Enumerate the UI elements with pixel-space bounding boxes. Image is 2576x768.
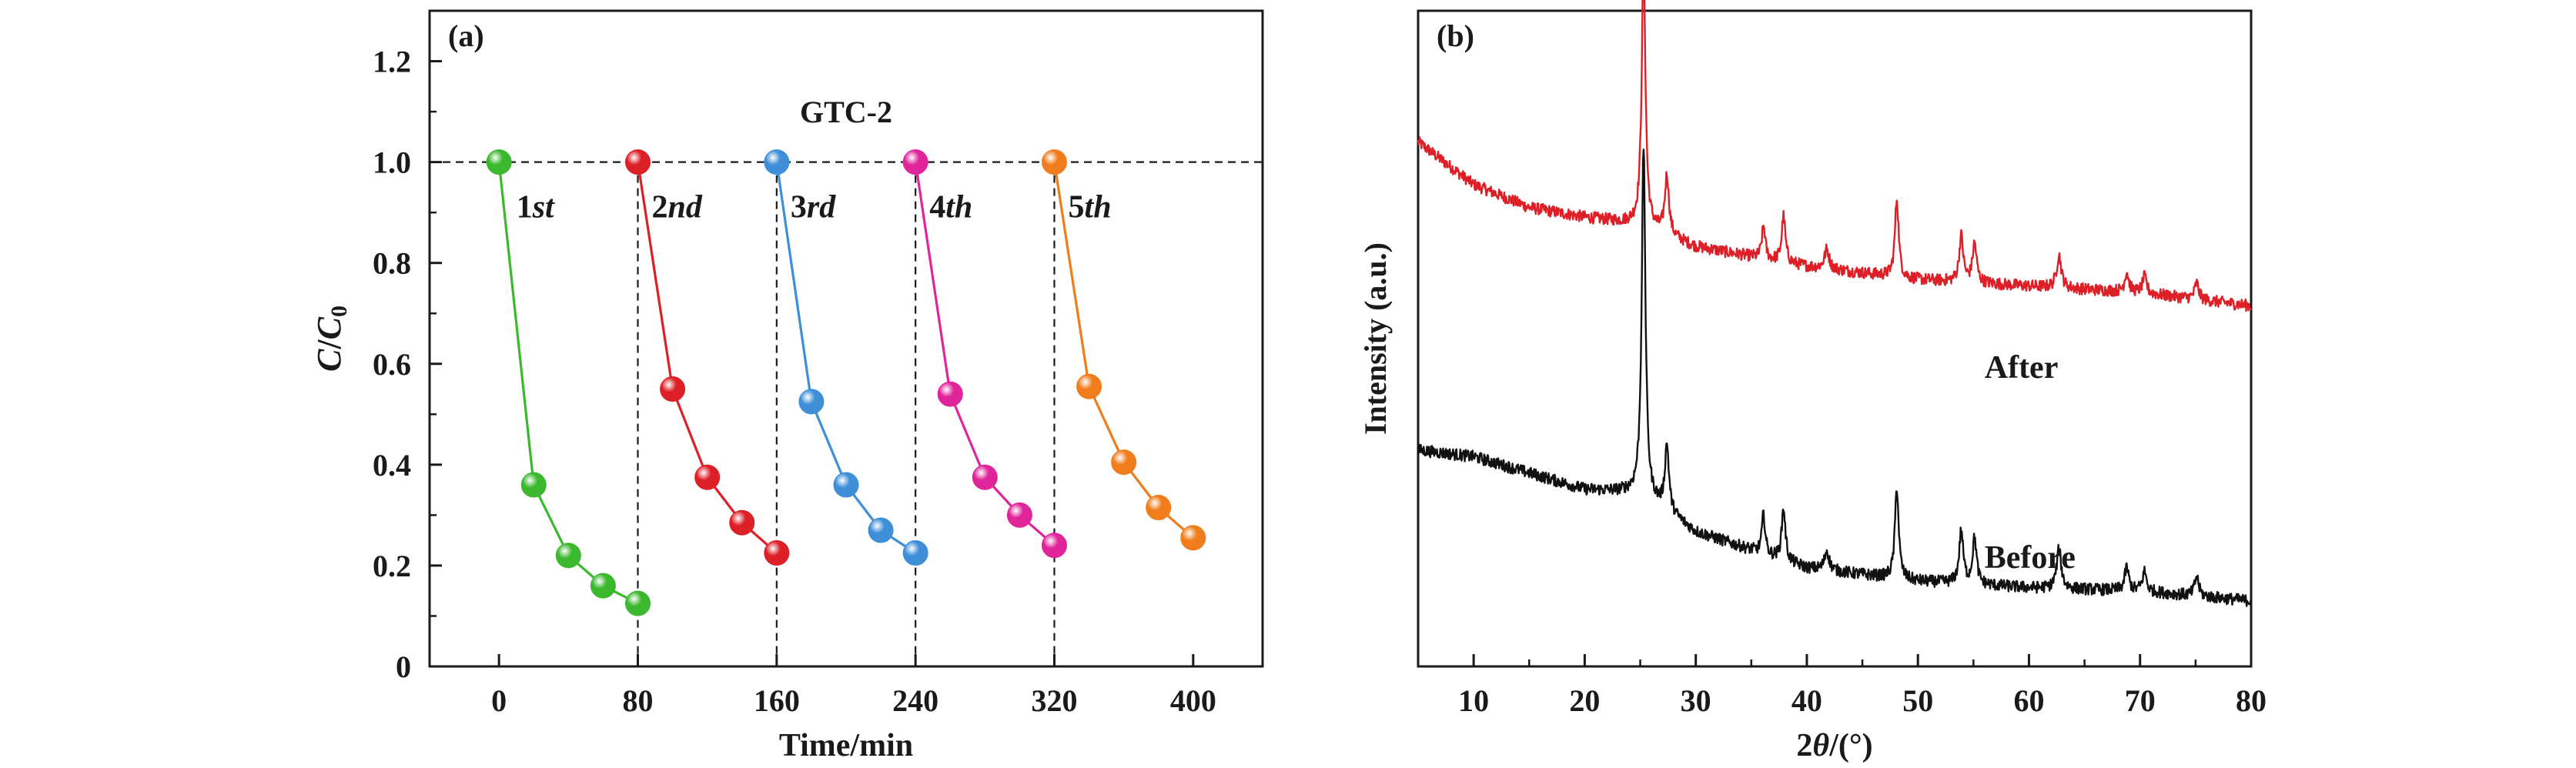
panel-b-x-axis-label: 2θ/(°) [1796,728,1872,763]
y-label-sep: / [310,339,348,350]
x-tick-label: 240 [892,683,938,718]
x-label-unit: /(°) [1828,728,1872,763]
x-tick-label: 70 [2125,683,2156,718]
x-tick-label: 10 [1458,683,1489,718]
panel-b-axes: 10 20 30 40 50 60 70 80 [1417,654,2267,718]
data-point [520,472,547,498]
data-point [660,376,686,402]
x-tick-label: 320 [1032,683,1078,718]
data-point [937,381,963,407]
y-label-c0: C [310,316,348,339]
panel-a-x-axis-label: Time/min [779,728,913,763]
panel-b-series: After Before [1417,0,2253,607]
data-point [764,540,790,566]
data-point [1146,495,1172,521]
y-tick-label: 0.2 [373,549,411,583]
x-tick-label: 160 [754,683,800,718]
data-point [590,573,616,599]
data-point [1042,149,1067,175]
y-label-subscript: 0 [326,306,352,317]
panel-a-y-axis-label: C/C0 [310,306,352,372]
data-point [625,149,651,175]
data-point [486,149,512,175]
data-point [868,517,894,543]
cycle-label-number: 5 [1069,190,1085,225]
cycle-5-label: 5th [1069,190,1112,225]
data-point [798,389,825,415]
data-point [1180,525,1206,551]
before-label: Before [1985,540,2076,576]
cycle-label-number: 3 [791,190,807,225]
y-tick-label: 0.6 [373,347,411,382]
cycle-label-suffix: th [1085,190,1112,225]
panel-a-series: 1st 2nd 3rd 4th 5th [486,149,1206,616]
y-tick-label: 0 [396,649,411,684]
after-pattern-line [1417,0,2252,312]
y-label-c: C [310,349,348,372]
cycle-label-number: 2 [652,190,668,225]
panel-a-guides [430,161,1263,666]
data-point [1111,449,1137,476]
x-tick-label: 40 [1791,683,1822,718]
data-point [972,464,998,490]
cycle-label-suffix: nd [668,190,703,225]
x-tick-label: 400 [1170,683,1216,718]
cycle-4-label: 4th [929,190,972,225]
x-tick-label: 20 [1569,683,1600,718]
cycle-1-line [497,162,639,605]
data-point [555,543,581,569]
x-tick-label: 0 [491,683,507,718]
cycle-label-number: 1 [517,190,533,225]
x-tick-label: 80 [2236,683,2267,718]
data-point [902,540,928,566]
data-point [902,149,928,175]
cycle-2-label: 2nd [652,190,703,225]
before-pattern-line [1417,149,2253,607]
data-point [1006,502,1032,528]
data-point [833,472,859,498]
data-point [729,509,755,536]
cycle-label-suffix: st [532,190,555,225]
panel-a-plot-frame [428,9,1264,668]
panel-b-label: (b) [1437,18,1474,53]
y-tick-label: 0.4 [373,448,411,483]
x-tick-label: 50 [1902,683,1933,718]
cycle-1-label: 1st [517,190,555,225]
x-label-two: 2 [1796,728,1812,763]
panel-b-y-axis-label: Intensity (a.u.) [1358,242,1393,435]
y-tick-label: 1.0 [373,145,411,180]
panel-a-label: (a) [448,18,484,53]
cycle-label-suffix: rd [807,190,836,225]
cycle-label-suffix: th [945,190,972,225]
x-tick-label: 80 [623,683,654,718]
panel-a-title: GTC-2 [800,95,892,129]
cycle-label-number: 4 [929,190,945,225]
panel-b-plot-frame [1417,9,2253,668]
cycle-3-label: 3rd [791,190,836,225]
data-point [764,149,790,175]
data-point [625,590,651,616]
data-point [1076,373,1102,399]
panel-a-axes: 0 80 160 240 320 400 0 0.2 0.4 0.6 0.8 1.0 1.2 [373,45,1216,718]
y-tick-label: 0.8 [373,246,411,281]
y-tick-label: 1.2 [373,45,411,79]
x-tick-label: 30 [1681,683,1711,718]
after-label: After [1985,350,2059,386]
x-label-theta: θ [1812,728,1829,763]
data-point [694,464,721,490]
data-point [1042,533,1067,559]
x-tick-label: 60 [2013,683,2044,718]
